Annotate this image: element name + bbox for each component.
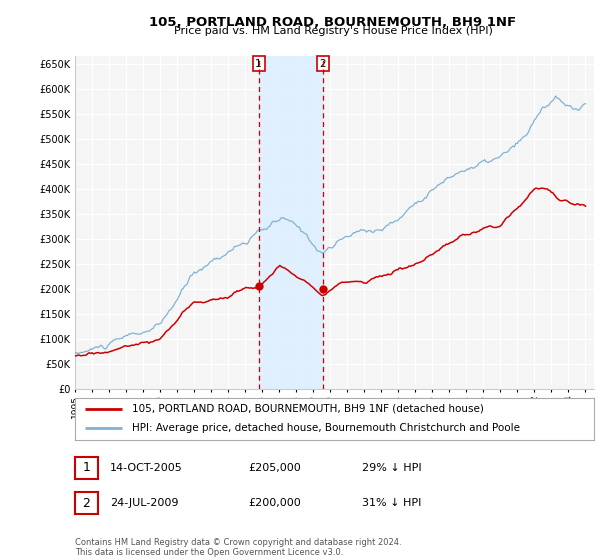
Text: 105, PORTLAND ROAD, BOURNEMOUTH, BH9 1NF: 105, PORTLAND ROAD, BOURNEMOUTH, BH9 1NF (149, 16, 517, 29)
Text: HPI: Average price, detached house, Bournemouth Christchurch and Poole: HPI: Average price, detached house, Bour… (132, 423, 520, 433)
Text: 105, PORTLAND ROAD, BOURNEMOUTH, BH9 1NF (detached house): 105, PORTLAND ROAD, BOURNEMOUTH, BH9 1NF… (132, 404, 484, 414)
Bar (259, 56, 323, 389)
Text: £200,000: £200,000 (248, 498, 301, 508)
Text: 24-JUL-2009: 24-JUL-2009 (110, 498, 178, 508)
Text: £205,000: £205,000 (248, 463, 301, 473)
Text: 1: 1 (82, 461, 91, 474)
Text: 1: 1 (255, 58, 262, 68)
Text: 14-OCT-2005: 14-OCT-2005 (110, 463, 182, 473)
Text: 2: 2 (319, 58, 326, 68)
Text: 31% ↓ HPI: 31% ↓ HPI (362, 498, 421, 508)
Text: 2: 2 (82, 497, 91, 510)
Text: 29% ↓ HPI: 29% ↓ HPI (362, 463, 421, 473)
Text: Contains HM Land Registry data © Crown copyright and database right 2024.
This d: Contains HM Land Registry data © Crown c… (75, 538, 401, 557)
Text: Price paid vs. HM Land Registry's House Price Index (HPI): Price paid vs. HM Land Registry's House … (173, 26, 493, 36)
